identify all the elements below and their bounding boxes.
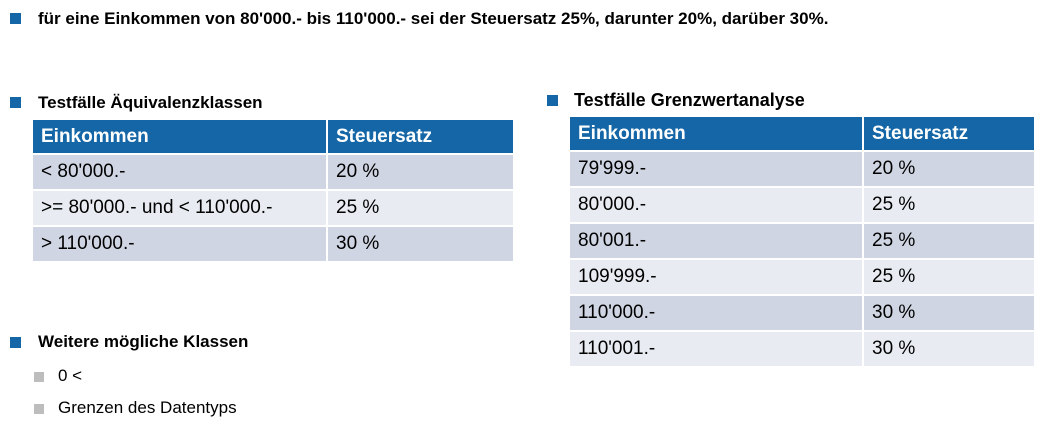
table-row: >= 80'000.- und < 110'000.- 25 % <box>33 190 513 227</box>
table-row: 79'999.- 20 % <box>570 151 1034 188</box>
table-row: 110'001.- 30 % <box>570 331 1034 368</box>
table-row: 110'000.- 30 % <box>570 295 1034 332</box>
table-row: > 110'000.- 30 % <box>33 226 513 263</box>
equivalence-heading: Testfälle Äquivalenzklassen <box>38 93 263 112</box>
income-cell: 80'001.- <box>570 223 864 260</box>
bullet-icon <box>10 97 21 108</box>
more-classes-heading: Weitere mögliche Klassen <box>38 332 249 351</box>
more-classes-item: 0 < <box>58 366 83 385</box>
boundary-table: Einkommen Steuersatz 79'999.- 20 % 80'00… <box>570 117 1034 368</box>
tax-rate-cell: 25 % <box>863 259 1034 296</box>
bullet-icon <box>10 13 21 24</box>
boundary-heading: Testfälle Grenzwertanalyse <box>574 90 805 110</box>
tax-rate-cell: 25 % <box>327 190 513 227</box>
income-cell: 80'000.- <box>570 187 864 224</box>
equivalence-table: Einkommen Steuersatz < 80'000.- 20 % >= … <box>33 120 513 263</box>
tax-rate-cell: 30 % <box>327 226 513 263</box>
income-cell: 110'000.- <box>570 295 864 332</box>
bullet-icon <box>547 95 558 106</box>
tax-rate-cell: 20 % <box>327 154 513 191</box>
column-header-income: Einkommen <box>570 117 864 152</box>
tax-rate-cell: 25 % <box>863 223 1034 260</box>
table-row: 80'001.- 25 % <box>570 223 1034 260</box>
column-header-tax-rate: Steuersatz <box>327 120 513 155</box>
tax-rate-cell: 25 % <box>863 187 1034 224</box>
income-cell: 110'001.- <box>570 331 864 368</box>
income-cell: >= 80'000.- und < 110'000.- <box>33 190 328 227</box>
column-header-income: Einkommen <box>33 120 328 155</box>
table-row: 109'999.- 25 % <box>570 259 1034 296</box>
sub-bullet-icon <box>34 372 44 382</box>
income-cell: > 110'000.- <box>33 226 328 263</box>
sub-bullet-icon <box>34 404 44 414</box>
tax-rate-cell: 30 % <box>863 331 1034 368</box>
column-header-tax-rate: Steuersatz <box>863 117 1034 152</box>
income-cell: 109'999.- <box>570 259 864 296</box>
table-row: < 80'000.- 20 % <box>33 154 513 191</box>
bullet-icon <box>10 337 21 348</box>
income-cell: < 80'000.- <box>33 154 328 191</box>
rule-text: für eine Einkommen von 80'000.- bis 110'… <box>38 9 829 28</box>
tax-rate-cell: 30 % <box>863 295 1034 332</box>
tax-rate-cell: 20 % <box>863 151 1034 188</box>
table-row: 80'000.- 25 % <box>570 187 1034 224</box>
income-cell: 79'999.- <box>570 151 864 188</box>
more-classes-item: Grenzen des Datentyps <box>58 398 237 417</box>
